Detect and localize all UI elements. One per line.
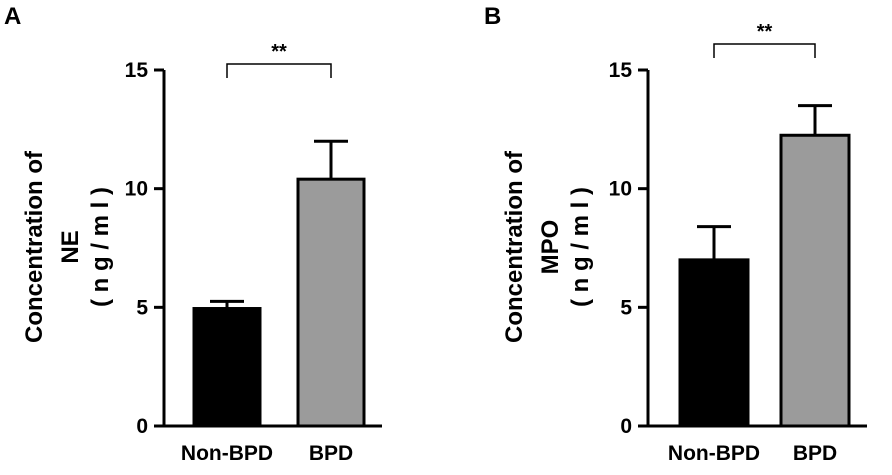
panel-a: A Concentration of NE ( n g / m l ) 0 5 10… — [4, 3, 382, 465]
panel-b-category-label: BPD — [793, 442, 837, 465]
panel-b-letter: B — [484, 3, 501, 30]
panel-b-plot: 0 5 10 15 Non-BPD BPD ** — [609, 21, 867, 465]
panel-b: B Concentration of MPO ( n g / m l ) 0 5 1… — [484, 3, 867, 465]
panel-a-ylabel-line-3: ( n g / m l ) — [87, 187, 114, 307]
panel-b-ylabel-line-1: Concentration of — [501, 150, 528, 343]
panel-b-ytick-label: 10 — [609, 178, 632, 201]
panel-b-ylabel: Concentration of MPO ( n g / m l ) — [501, 150, 594, 343]
panel-b-category-label: Non-BPD — [668, 442, 760, 465]
panel-a-ytick-label: 15 — [125, 59, 149, 82]
panel-a-significance-bracket — [226, 63, 332, 78]
panel-a-bar-non-bpd — [192, 307, 262, 428]
panel-a-plot: 0 5 10 15 Non-BPD BPD ** — [125, 41, 382, 465]
panel-a-letter: A — [4, 3, 21, 30]
panel-a-ylabel-line-2: NE — [57, 230, 84, 263]
panel-b-significance-bracket — [713, 43, 816, 58]
panel-b-ylabel-line-2: MPO — [537, 220, 564, 275]
panel-b-significance-label: ** — [757, 21, 773, 43]
panel-b-ytick-label: 15 — [609, 59, 633, 82]
panel-b-bar-non-bpd — [678, 258, 750, 428]
panel-a-ytick-label: 10 — [125, 178, 148, 201]
panel-b-ylabel-line-3: ( n g / m l ) — [567, 187, 594, 307]
panel-b-ytick-label: 5 — [620, 296, 632, 319]
panel-a-category-label: Non-BPD — [181, 442, 273, 465]
panel-a-ylabel-line-1: Concentration of — [21, 150, 48, 343]
panel-b-ytick-label: 0 — [620, 415, 632, 438]
panel-a-category-label: BPD — [309, 442, 353, 465]
panel-a-ytick-label: 0 — [136, 415, 148, 438]
panel-a-significance-label: ** — [271, 41, 287, 63]
panel-a-ylabel: Concentration of NE ( n g / m l ) — [21, 150, 114, 343]
panel-a-bar-bpd — [296, 177, 366, 428]
panel-b-bar-bpd — [779, 133, 851, 428]
panel-a-ytick-label: 5 — [136, 296, 148, 319]
